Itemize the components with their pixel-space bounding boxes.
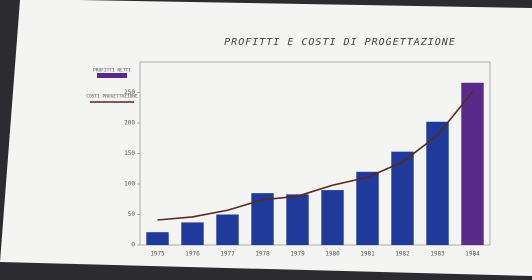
bar xyxy=(321,190,343,245)
y-tick-label: 100 xyxy=(124,181,135,188)
bar xyxy=(286,194,308,245)
y-tick-label: 200 xyxy=(124,120,135,127)
x-tick-label: 1980 xyxy=(325,251,340,258)
bar xyxy=(181,222,203,245)
x-tick-label: 1976 xyxy=(185,251,200,258)
page: {"chart_data": { "type": "bar", "title":… xyxy=(0,0,532,276)
x-tick-label: 1977 xyxy=(220,251,235,258)
y-tick-label: 0 xyxy=(131,242,135,249)
x-tick-label: 1983 xyxy=(430,251,445,258)
y-tick-label: 150 xyxy=(124,150,135,157)
bar xyxy=(356,172,378,245)
x-tick-label: 1979 xyxy=(290,251,305,258)
bar xyxy=(461,83,483,245)
x-tick-label: 1984 xyxy=(465,251,480,258)
bar xyxy=(251,193,273,245)
x-tick-label: 1982 xyxy=(395,251,410,258)
x-tick-label: 1981 xyxy=(360,251,375,258)
chart-title: PROFITTI E COSTI DI PROGETTAZIONE xyxy=(224,37,456,48)
x-tick-label: 1975 xyxy=(150,251,165,258)
x-tick-label: 1978 xyxy=(255,251,270,258)
y-tick-label: 50 xyxy=(128,211,136,218)
legend-label: COSTI PROGETTAZIONE xyxy=(86,94,138,100)
legend-label: PROFITTI NETTI xyxy=(93,68,131,74)
legend-swatch xyxy=(97,73,127,78)
bar xyxy=(216,215,238,246)
chart: PROFITTI E COSTI DI PROGETTAZIONE 0 50 100… xyxy=(0,0,532,276)
bar xyxy=(146,232,168,245)
